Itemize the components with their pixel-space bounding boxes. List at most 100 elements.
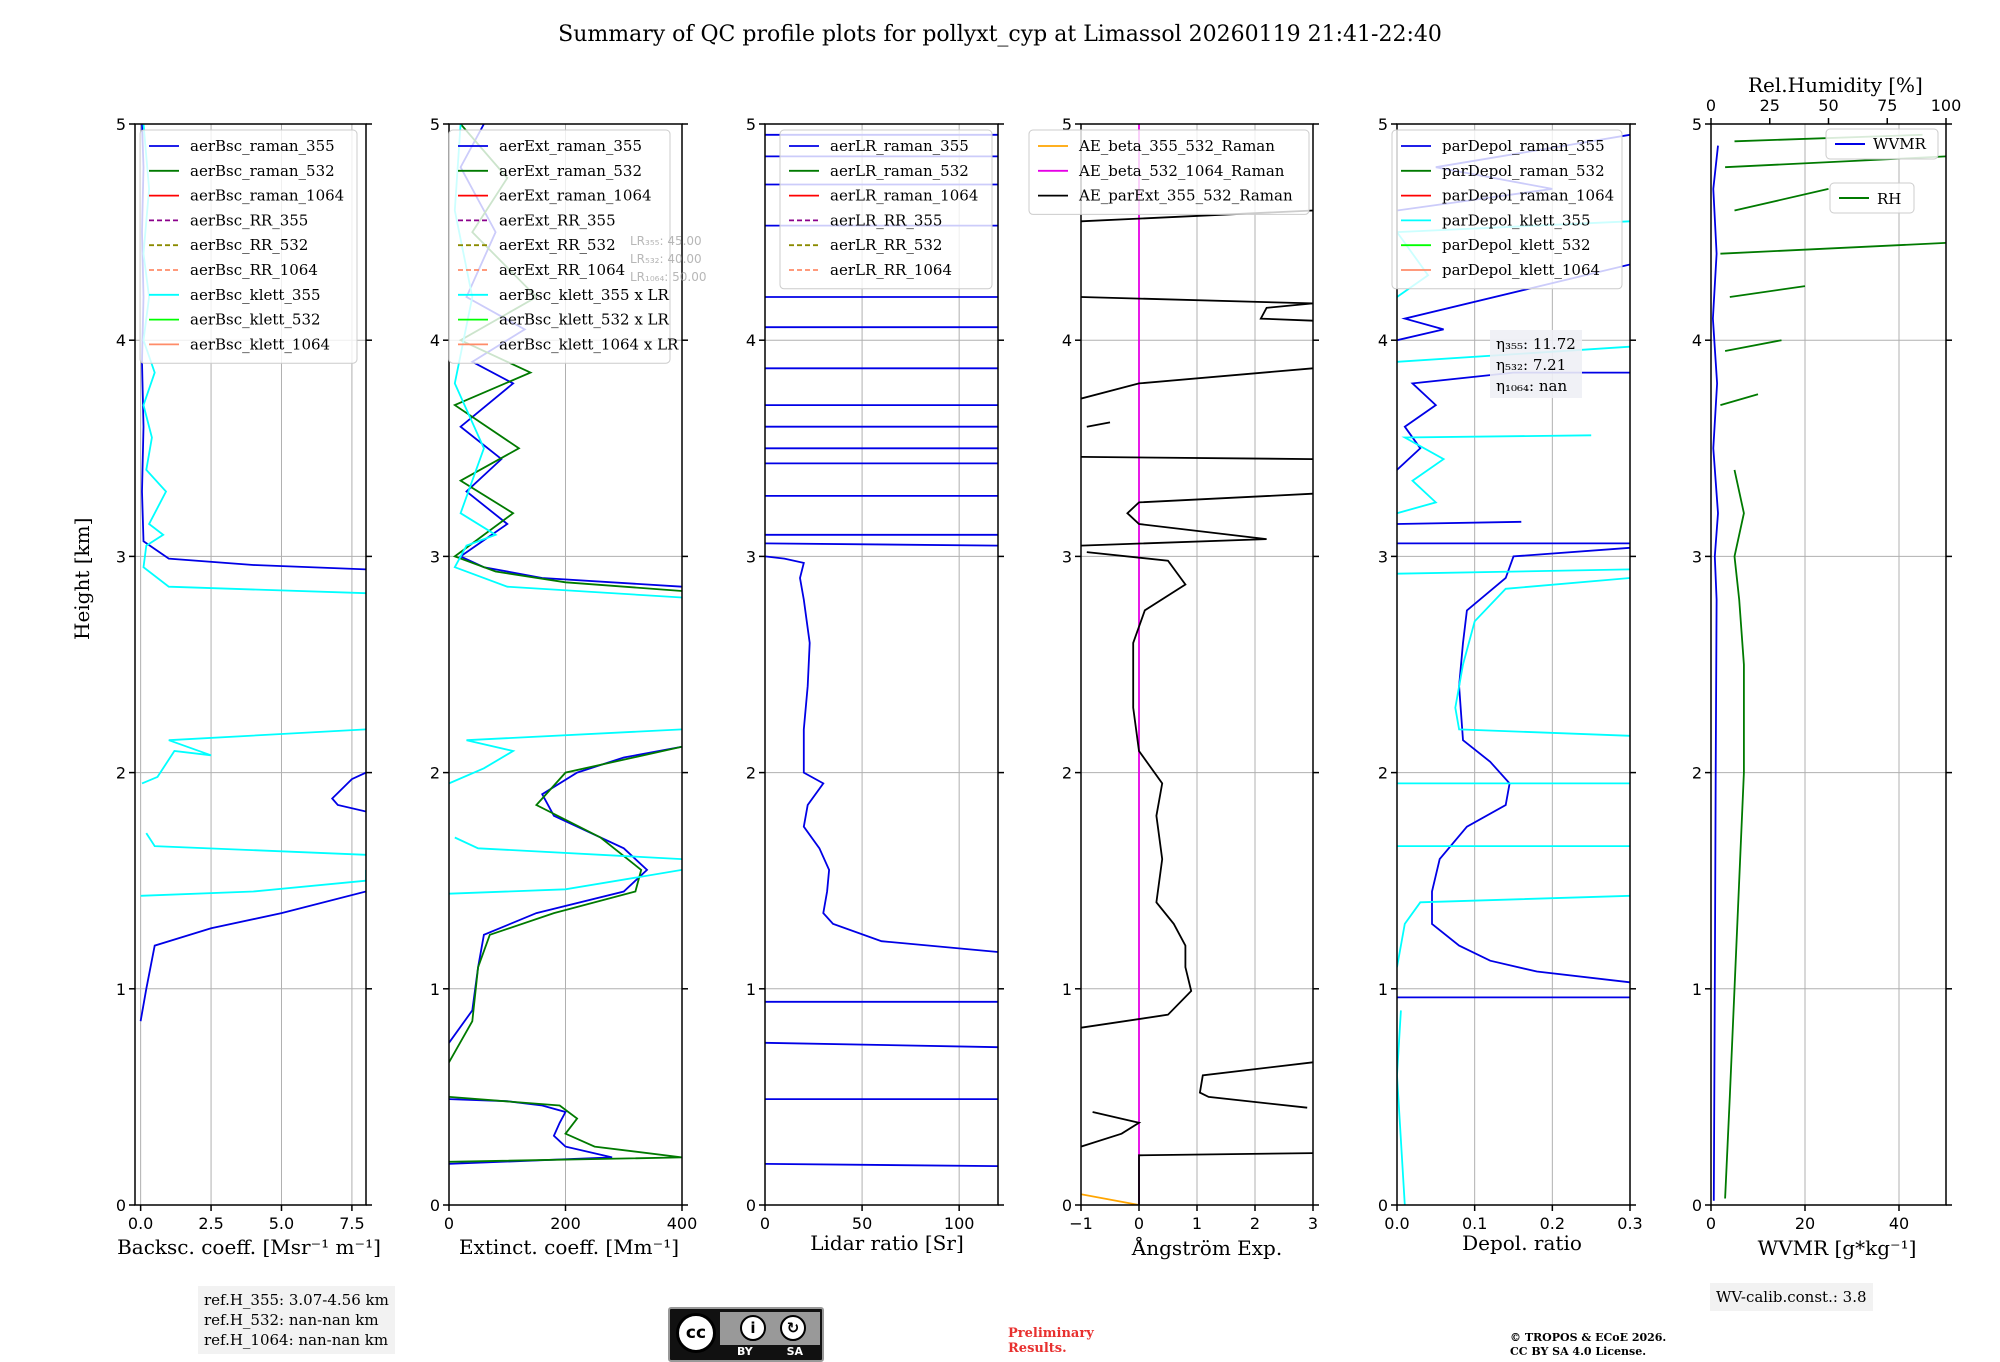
series-line-parDepol_klett_355 <box>1397 894 1630 968</box>
cc-icon: cc <box>676 1313 716 1353</box>
y-tick-label: 5 <box>1378 115 1388 134</box>
series-line-aerExt_raman_532 <box>449 745 682 1063</box>
legend-label: WVMR <box>1873 135 1927 153</box>
legend-wvmr: WVMR <box>1825 128 1939 160</box>
y-tick-label: 1 <box>1378 980 1388 999</box>
series-line-RH <box>1724 469 1745 1199</box>
preliminary-line-1: Preliminary <box>1008 1326 1094 1341</box>
y-tick-label: 0 <box>1378 1196 1388 1215</box>
x-tick-label: −1 <box>1069 1214 1093 1233</box>
x-tick-label: 0.0 <box>1384 1214 1409 1233</box>
y-tick-label: 3 <box>116 547 126 566</box>
copyright-line-1: © TROPOS & ECoE 2026. <box>1510 1331 1667 1344</box>
y-tick-label: 4 <box>1378 331 1388 350</box>
series-line-parDepol_klett_355 <box>1454 577 1630 737</box>
wv-calib-box: WV-calib.const.: 3.8 <box>1710 1283 1873 1311</box>
preliminary-line-2: Results. <box>1008 1341 1067 1356</box>
preliminary-note: Preliminary Results. <box>1008 1326 1094 1356</box>
legend-entry: aerBsc_klett_1064 x LR <box>499 335 679 353</box>
legend-entry: aerBsc_raman_532 <box>190 162 335 180</box>
series-line-aerLR_raman_355 <box>765 1163 998 1167</box>
legend-entry: AE_beta_355_532_Raman <box>1078 137 1275 155</box>
legend-box <box>779 129 993 290</box>
legend-box <box>448 129 671 364</box>
y-tick-label: 1 <box>746 980 756 999</box>
legend-entry: aerLR_raman_1064 <box>830 187 978 205</box>
y-tick-label: 1 <box>430 980 440 999</box>
y-tick-label: 3 <box>430 547 440 566</box>
series-line-aerExt_raman_355 <box>449 1098 613 1165</box>
ref-height-1064: ref.H_1064: nan-nan km <box>204 1331 389 1349</box>
y-tick-label: 0 <box>746 1196 756 1215</box>
cc-license-badge: cc i ↻ BY SA <box>668 1307 824 1362</box>
series-line-WVMR <box>1711 145 1719 1201</box>
rh-tick-label: 25 <box>1760 96 1780 115</box>
legend-rh: RH <box>1829 182 1915 214</box>
xlabel-depol: Depol. ratio <box>1462 1231 1582 1255</box>
legend-entry: aerExt_RR_1064 <box>499 261 625 279</box>
legend-entry: aerBsc_klett_532 x LR <box>499 311 670 329</box>
x-tick-label: 0.1 <box>1462 1214 1487 1233</box>
series-line-aerLR_raman_355 <box>765 555 998 953</box>
y-tick-label: 4 <box>1692 331 1702 350</box>
plot-area <box>765 133 998 1167</box>
copyright-line-2: CC BY SA 4.0 License. <box>1510 1345 1647 1358</box>
y-tick-label: 3 <box>1692 547 1702 566</box>
y-tick-label: 0 <box>116 1196 126 1215</box>
series-line-AE_parExt_355_532_Raman <box>1259 302 1313 322</box>
y-axis-label: Height [km] <box>70 517 94 640</box>
legend-box <box>139 129 358 364</box>
plot-area <box>1081 124 1313 1205</box>
legend: parDepol_raman_355 parDepol_raman_532 parD… <box>1391 129 1623 290</box>
series-line-aerBsc_klett_355 x LR <box>454 836 682 860</box>
series-line-parDepol_raman_355 <box>1397 263 1630 342</box>
x-tick-label: 400 <box>667 1214 698 1233</box>
series-line-RH <box>1720 393 1759 406</box>
series-line-AE_parExt_355_532_Raman <box>1081 492 1313 547</box>
axes-frame <box>1710 123 1947 1206</box>
figure-title: Summary of QC profile plots for pollyxt_… <box>558 22 1442 47</box>
y-tick-label: 4 <box>1062 331 1072 350</box>
legend-entry: AE_beta_532_1064_Raman <box>1078 162 1285 180</box>
lr-annotation: LR₁₀₆₄: 50.00 <box>630 270 706 284</box>
y-tick-label: 5 <box>116 115 126 134</box>
x-tick-label: 2 <box>1250 1214 1260 1233</box>
legend: AE_beta_355_532_Raman AE_beta_532_1064_Ra… <box>1028 129 1310 215</box>
x-tick-label: 1 <box>1192 1214 1202 1233</box>
series-line-parDepol_raman_355 <box>1397 520 1522 525</box>
y-tick-label: 2 <box>1062 764 1072 783</box>
series-line-parDepol_klett_355 <box>1397 568 1630 575</box>
legend-entry: aerBsc_raman_355 <box>190 137 335 155</box>
series-line-AE_parExt_355_532_Raman <box>1138 1152 1313 1205</box>
x-tick-label: 20 <box>1795 1214 1815 1233</box>
legend-entry: parDepol_klett_532 <box>1442 236 1591 254</box>
axes-frame <box>134 123 367 1206</box>
share-alike-icon: ↻ <box>780 1315 806 1341</box>
legend-entry: parDepol_raman_1064 <box>1442 187 1614 205</box>
series-line-AE_parExt_355_532_Raman <box>1081 296 1313 305</box>
legend-entry: parDepol_klett_1064 <box>1442 261 1600 279</box>
y-tick-label: 0 <box>430 1196 440 1215</box>
copyright-note: © TROPOS & ECoE 2026. CC BY SA 4.0 Licen… <box>1510 1331 1666 1359</box>
series-line-RH <box>1729 285 1806 298</box>
legend: aerBsc_raman_355 aerBsc_raman_532 aerBsc_r… <box>139 129 358 364</box>
legend-entry: aerExt_raman_532 <box>499 162 642 180</box>
x-tick-label: 100 <box>944 1214 975 1233</box>
y-tick-label: 1 <box>1062 980 1072 999</box>
series-line-RH <box>1724 339 1782 352</box>
legend-entry: aerBsc_klett_355 x LR <box>499 286 670 304</box>
series-line-aerBsc_klett_355 <box>141 728 366 785</box>
axes-frame <box>764 123 999 1206</box>
xlabel-backscatter: Backsc. coeff. [Msr⁻¹ m⁻¹] <box>117 1235 381 1259</box>
y-tick-label: 1 <box>1692 980 1702 999</box>
legend-box <box>1028 129 1310 215</box>
x-tick-label: 0 <box>444 1214 454 1233</box>
x-tick-label: 0.3 <box>1617 1214 1642 1233</box>
legend-entry: aerExt_RR_355 <box>499 211 616 229</box>
rh-tick-label: 50 <box>1818 96 1838 115</box>
series-line-aerLR_raman_355 <box>765 1041 998 1049</box>
axes-frame <box>1396 123 1631 1206</box>
x-tick-label: 7.5 <box>339 1214 364 1233</box>
y-tick-label: 2 <box>1378 764 1388 783</box>
